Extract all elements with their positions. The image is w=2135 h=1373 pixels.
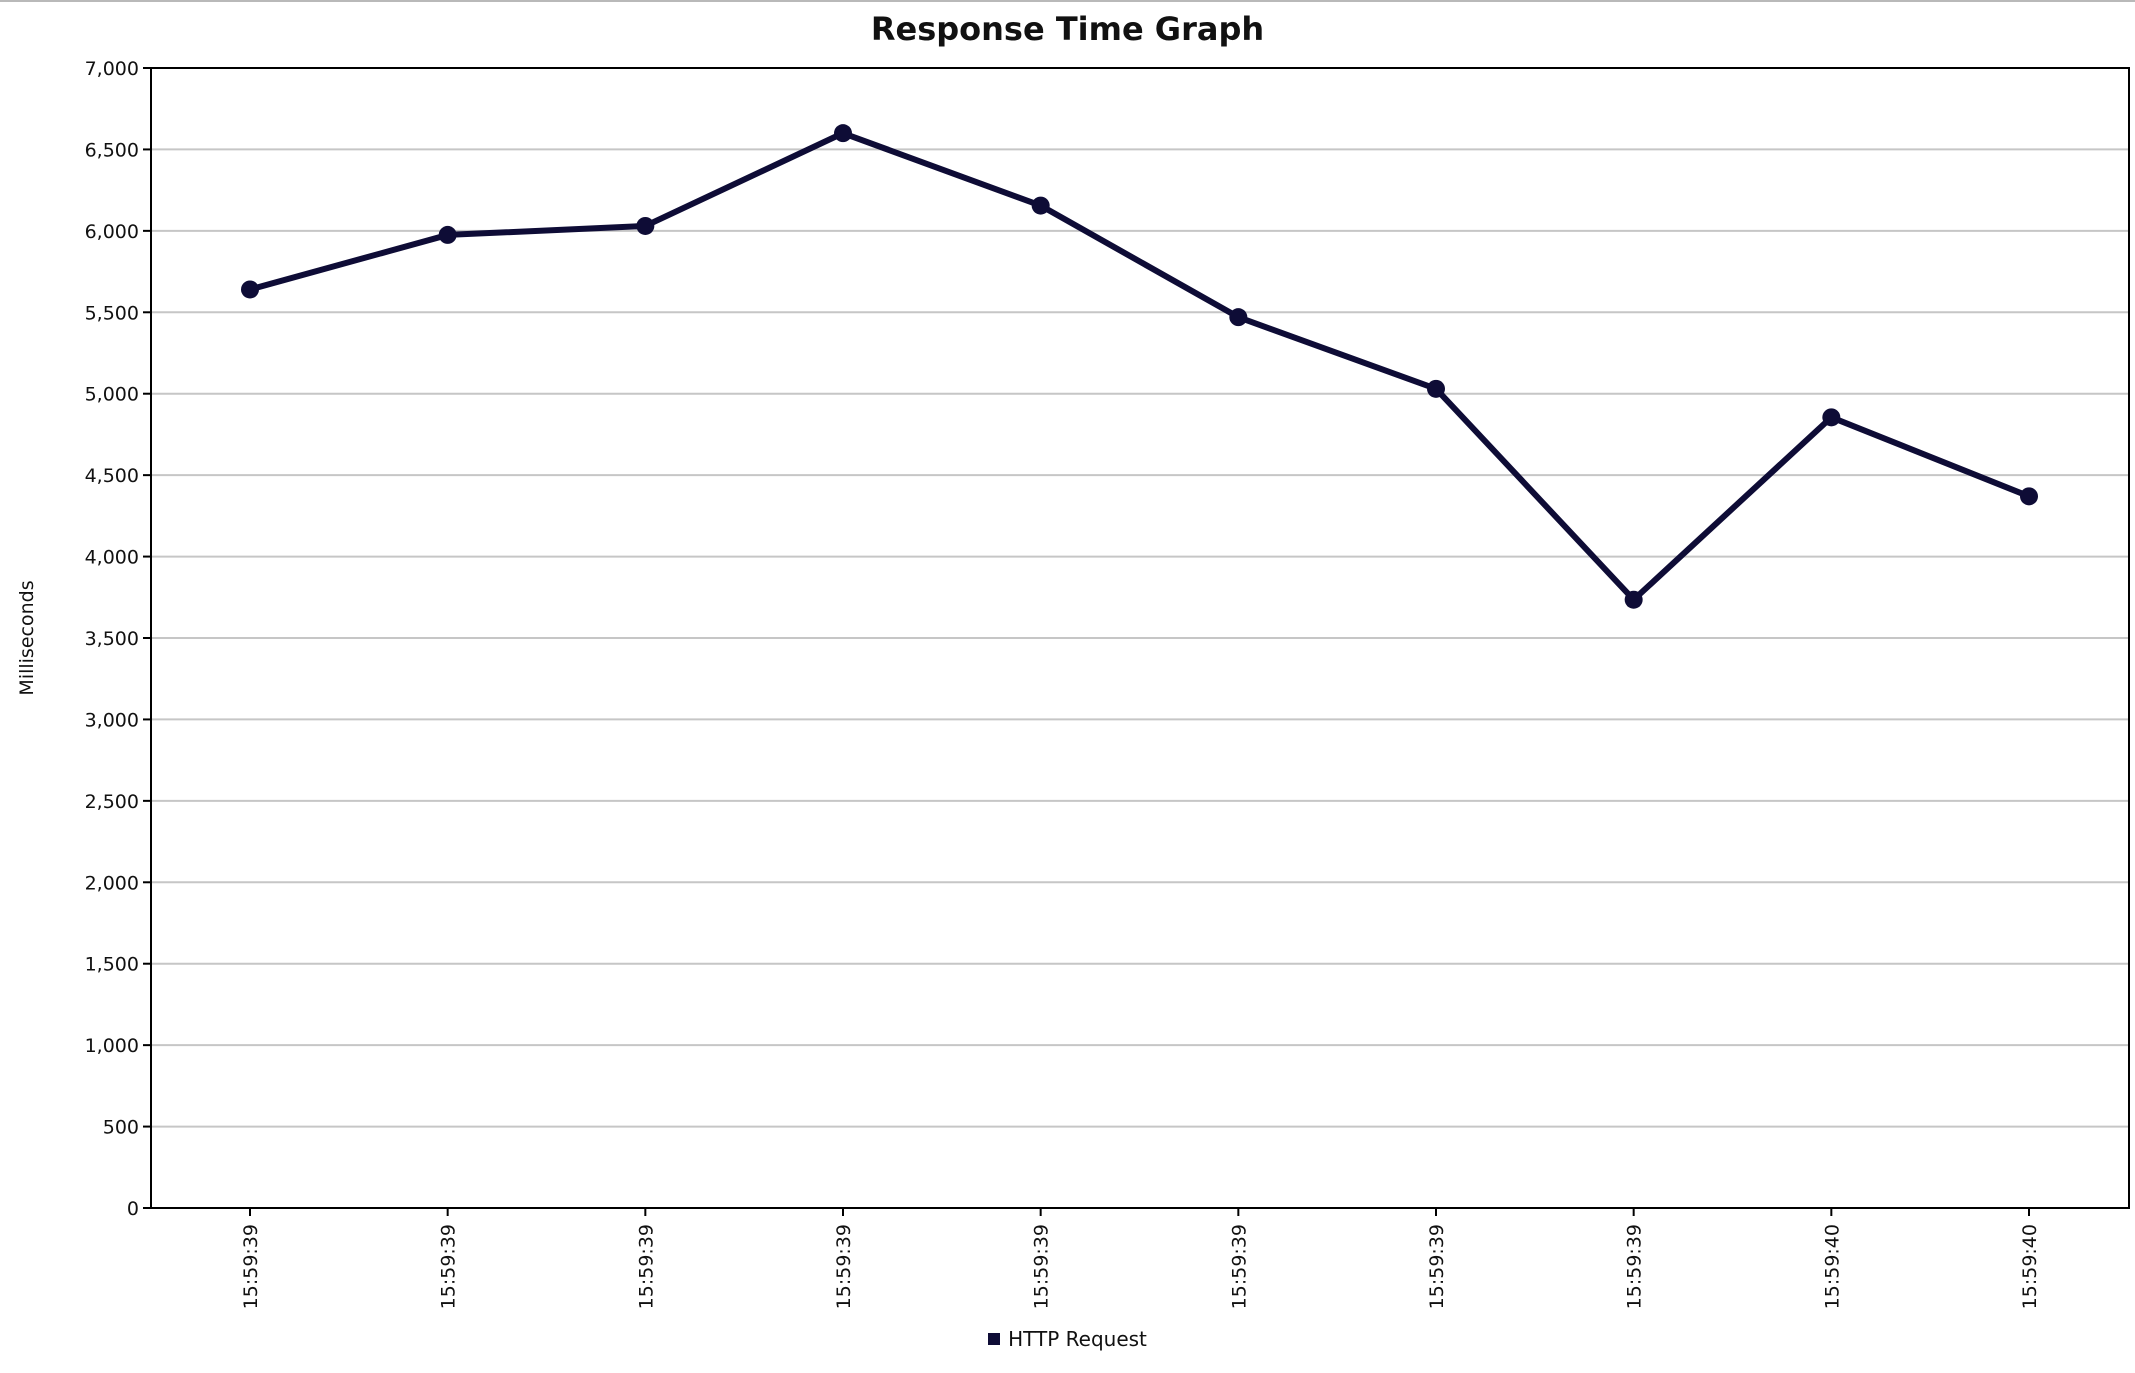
data-point <box>1031 196 1050 215</box>
x-tick-label: 15:59:39 <box>438 1224 460 1309</box>
y-tick-label: 5,500 <box>85 302 139 324</box>
grid-lines <box>151 148 2129 1128</box>
data-point <box>636 216 655 235</box>
data-point <box>1822 408 1841 427</box>
x-tick-label: 15:59:39 <box>833 1224 855 1309</box>
y-tick-label: 4,500 <box>85 465 139 487</box>
x-tick-label: 15:59:39 <box>635 1224 657 1309</box>
legend: HTTP Request <box>0 1327 2135 1351</box>
y-tick-label: 1,000 <box>85 1035 139 1057</box>
y-axis-ticks: 0 500 1,000 1,500 2,000 2,500 3,000 3,500 4,000 4… <box>85 58 151 1220</box>
data-point <box>241 280 259 299</box>
x-tick-label: 15:59:39 <box>1426 1224 1448 1309</box>
data-point <box>2020 487 2038 506</box>
data-point <box>834 124 852 143</box>
x-axis-ticks: 15:59:39 15:59:39 15:59:39 15:59:39 15:59:39… <box>240 1208 2041 1309</box>
x-tick-label: 15:59:39 <box>1031 1224 1053 1309</box>
y-tick-label: 3,500 <box>85 628 139 650</box>
y-tick-label: 500 <box>103 1117 139 1139</box>
legend-label-http-request: HTTP Request <box>1008 1327 1147 1351</box>
x-tick-label: 15:59:39 <box>1228 1224 1250 1309</box>
y-tick-label: 3,000 <box>85 709 139 731</box>
series-layer <box>241 124 2038 609</box>
data-point <box>438 225 457 244</box>
x-tick-label: 15:59:39 <box>1624 1224 1646 1309</box>
y-tick-label: 2,000 <box>85 872 139 894</box>
y-tick-label: 6,000 <box>85 221 139 243</box>
y-axis-label: Milliseconds <box>16 580 38 695</box>
y-tick-label: 2,500 <box>85 791 139 813</box>
data-point <box>1624 590 1643 609</box>
top-border <box>0 0 2135 2</box>
y-tick-label: 1,500 <box>85 954 139 976</box>
y-tick-label: 6,500 <box>85 139 139 161</box>
data-point <box>1427 379 1445 398</box>
y-tick-label: 0 <box>127 1198 139 1220</box>
x-tick-label: 15:59:39 <box>240 1224 262 1309</box>
x-tick-label: 15:59:40 <box>2019 1224 2041 1309</box>
x-tick-label: 15:59:40 <box>1821 1224 1843 1309</box>
y-tick-label: 4,000 <box>85 547 139 569</box>
y-tick-label: 7,000 <box>85 58 139 80</box>
data-point <box>1229 308 1248 327</box>
y-tick-label: 5,000 <box>85 384 139 406</box>
chart-title: Response Time Graph <box>870 10 1265 48</box>
legend-swatch-http-request <box>988 1333 1001 1345</box>
series-line-0 <box>249 130 2031 603</box>
